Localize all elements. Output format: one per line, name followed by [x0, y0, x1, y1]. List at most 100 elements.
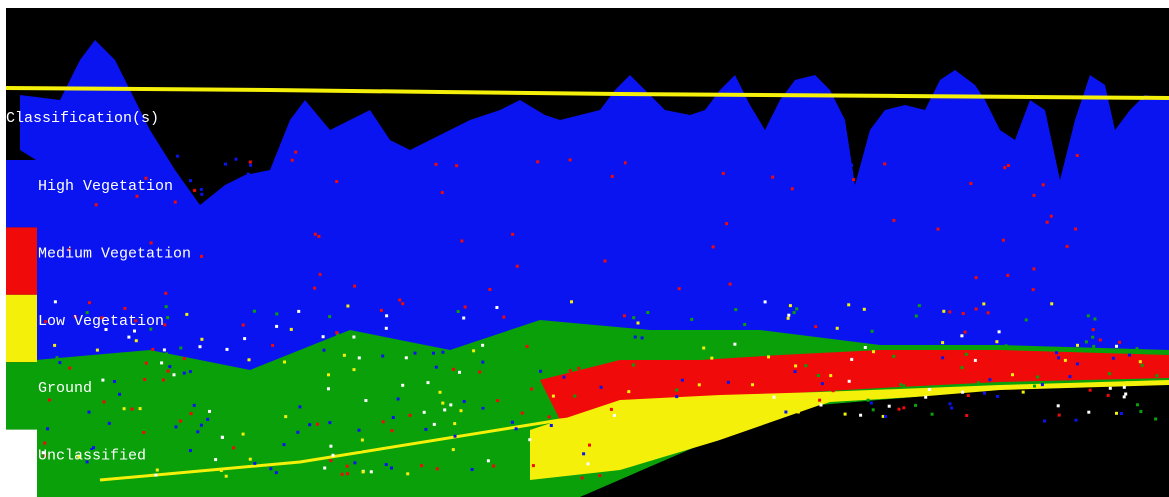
point [162, 272, 165, 275]
point [1159, 205, 1162, 208]
point [602, 187, 605, 190]
point [1057, 356, 1060, 359]
point [335, 200, 338, 203]
point [104, 172, 107, 175]
point [607, 272, 610, 275]
point [235, 158, 238, 161]
point [366, 468, 369, 471]
point [829, 374, 832, 377]
point [342, 253, 345, 256]
point [378, 187, 381, 190]
point [300, 177, 303, 180]
point [976, 211, 979, 214]
point [511, 233, 514, 236]
point [702, 347, 705, 350]
point [317, 235, 320, 238]
point [891, 262, 894, 265]
point [824, 234, 827, 237]
point [928, 388, 931, 391]
point [143, 378, 146, 381]
point [1018, 250, 1021, 253]
legend-swatch [6, 227, 37, 294]
point [464, 223, 467, 226]
point [595, 195, 598, 198]
point [961, 366, 964, 369]
point [813, 173, 816, 176]
point [820, 404, 823, 407]
point [797, 411, 800, 414]
point [703, 159, 706, 162]
point [1076, 154, 1079, 157]
point [185, 313, 188, 316]
point [501, 295, 504, 298]
point [661, 303, 664, 306]
point [453, 422, 456, 425]
point [226, 348, 229, 351]
point [964, 331, 967, 334]
point [564, 267, 567, 270]
point [401, 302, 404, 305]
point [690, 318, 693, 321]
point [1115, 412, 1118, 415]
point [982, 241, 985, 244]
point [1002, 203, 1005, 206]
point [328, 315, 331, 318]
point [631, 151, 634, 154]
point [882, 265, 885, 268]
point [487, 459, 490, 462]
point [737, 399, 740, 402]
point [450, 208, 453, 211]
point [627, 390, 630, 393]
point [217, 386, 220, 389]
point [151, 348, 154, 351]
point [443, 408, 446, 411]
point [481, 344, 484, 347]
point [1029, 366, 1032, 369]
point [1029, 153, 1032, 156]
point [965, 353, 968, 356]
point [912, 207, 915, 210]
point [941, 376, 944, 379]
point [722, 172, 725, 175]
point [124, 218, 127, 221]
point [329, 445, 332, 448]
point [624, 161, 627, 164]
point [503, 444, 506, 447]
point [160, 263, 163, 266]
legend-swatch [6, 295, 37, 362]
point [876, 328, 879, 331]
point [271, 344, 274, 347]
point [883, 215, 886, 218]
point [516, 265, 519, 268]
point [284, 415, 287, 418]
point [353, 461, 356, 464]
point [548, 415, 551, 418]
point [183, 357, 186, 360]
point [176, 289, 179, 292]
point [1069, 352, 1072, 355]
point [845, 383, 848, 386]
point [577, 367, 580, 370]
point [384, 152, 387, 155]
point [364, 399, 367, 402]
point [733, 343, 736, 346]
point [675, 395, 678, 398]
point [316, 423, 319, 426]
point [302, 224, 305, 227]
point [956, 293, 959, 296]
point [358, 429, 361, 432]
point [1034, 264, 1037, 267]
point [746, 370, 749, 373]
point [84, 208, 87, 211]
point [225, 475, 228, 478]
point [233, 441, 236, 444]
point [1050, 302, 1053, 305]
point [510, 271, 513, 274]
point [668, 360, 671, 363]
point [367, 304, 370, 307]
point [608, 184, 611, 187]
point [54, 300, 57, 303]
point [1076, 295, 1079, 298]
point [962, 312, 965, 315]
point [1033, 194, 1036, 197]
